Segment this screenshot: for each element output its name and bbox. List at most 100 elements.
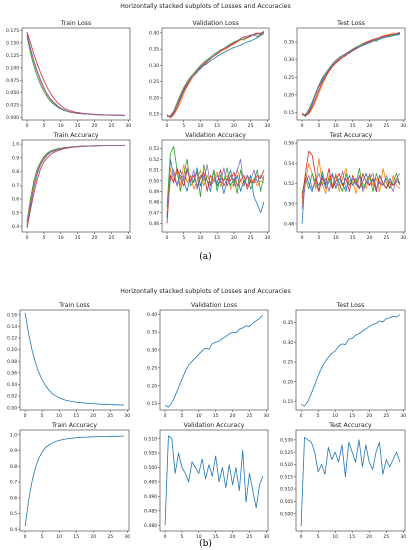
x-tick-label: 10 xyxy=(198,235,204,241)
y-tick-label: 0.25 xyxy=(147,365,157,371)
x-tick-label: 25 xyxy=(384,235,390,241)
y-tick-label: 0.150 xyxy=(6,41,19,47)
y-tick-label: 0.49 xyxy=(149,189,159,195)
y-tick-label: 0.47 xyxy=(149,210,159,216)
series-line xyxy=(26,144,125,228)
x-tick-label: 0 xyxy=(26,235,29,241)
x-tick-label: 5 xyxy=(182,123,185,129)
x-tick-label: 20 xyxy=(367,235,373,241)
x-tick-label: 20 xyxy=(230,534,236,540)
y-tick-label: 0.35 xyxy=(283,320,293,326)
x-tick-label: 30 xyxy=(264,235,270,241)
axes-frame xyxy=(296,27,406,121)
y-tick-label: 0.8 xyxy=(12,169,19,175)
y-tick-label: 0.35 xyxy=(149,47,159,53)
series-line xyxy=(166,30,265,117)
x-tick-label: 0 xyxy=(300,413,303,419)
series-line xyxy=(164,435,264,526)
series-line xyxy=(166,32,265,119)
subplot-title: Train Loss xyxy=(60,20,91,27)
x-tick-label: 30 xyxy=(400,534,406,540)
y-tick-label: 0.025 xyxy=(6,103,19,109)
y-tick-label: 0.30 xyxy=(284,57,294,63)
axes-frame xyxy=(161,139,270,233)
x-tick-label: 5 xyxy=(42,123,45,129)
y-tick-label: 1.0 xyxy=(12,142,19,148)
axes-frame xyxy=(159,309,269,411)
x-tick-label: 5 xyxy=(42,235,45,241)
x-tick-label: 5 xyxy=(317,123,320,129)
y-tick-label: 0.125 xyxy=(6,53,19,59)
x-tick-label: 30 xyxy=(263,534,269,540)
x-tick-label: 20 xyxy=(231,123,237,129)
axes-frame xyxy=(19,429,130,532)
y-tick-label: 0.9 xyxy=(12,155,19,161)
x-tick-label: 25 xyxy=(247,534,253,540)
y-tick-label: 0.000 xyxy=(6,115,19,121)
x-tick-label: 20 xyxy=(92,123,98,129)
x-tick-label: 10 xyxy=(332,413,338,419)
x-tick-label: 10 xyxy=(196,413,202,419)
x-tick-label: 0 xyxy=(164,534,167,540)
series-line xyxy=(24,435,124,527)
y-tick-label: 0.46 xyxy=(149,221,159,227)
y-tick-label: 1.0 xyxy=(10,432,17,438)
y-tick-label: 0.53 xyxy=(149,146,159,152)
x-tick-label: 15 xyxy=(349,413,355,419)
axes-frame xyxy=(295,309,406,411)
x-tick-label: 25 xyxy=(383,534,389,540)
x-tick-label: 10 xyxy=(196,534,202,540)
y-tick-label: 0.25 xyxy=(149,79,159,85)
x-tick-label: 5 xyxy=(180,413,183,419)
x-tick-label: 15 xyxy=(349,534,355,540)
y-tick-label: 0.520 xyxy=(280,462,293,468)
y-tick-label: 0.00 xyxy=(7,405,17,411)
x-tick-label: 25 xyxy=(383,413,389,419)
y-tick-label: 0.505 xyxy=(280,499,293,505)
y-tick-label: 0.40 xyxy=(147,312,157,318)
x-tick-label: 0 xyxy=(301,235,304,241)
x-tick-label: 0 xyxy=(301,123,304,129)
y-tick-label: 0.04 xyxy=(7,382,17,388)
y-tick-label: 0.175 xyxy=(6,28,19,34)
series-line xyxy=(166,158,265,215)
y-tick-label: 0.06 xyxy=(7,370,17,376)
series-line xyxy=(26,144,125,222)
series-line xyxy=(300,314,401,407)
series-line xyxy=(26,144,125,227)
axes-frame xyxy=(296,139,406,233)
y-tick-label: 0.25 xyxy=(283,360,293,366)
x-tick-label: 25 xyxy=(248,235,254,241)
series-line xyxy=(301,31,401,117)
y-tick-label: 0.15 xyxy=(283,399,293,405)
y-tick-label: 0.100 xyxy=(6,65,19,71)
y-tick-label: 0.40 xyxy=(149,30,159,36)
y-tick-label: 0.515 xyxy=(280,474,293,480)
x-tick-label: 0 xyxy=(24,534,27,540)
x-tick-label: 20 xyxy=(92,235,98,241)
subplot-title: Train Accuracy xyxy=(51,422,97,429)
x-tick-label: 5 xyxy=(41,413,44,419)
x-tick-label: 10 xyxy=(56,413,62,419)
x-tick-label: 15 xyxy=(214,235,220,241)
x-tick-label: 25 xyxy=(248,123,254,129)
y-tick-label: 0.14 xyxy=(7,324,17,330)
y-tick-label: 0.510 xyxy=(280,487,293,493)
y-tick-label: 0.48 xyxy=(284,222,294,228)
x-tick-label: 15 xyxy=(213,413,219,419)
figure-b-title: Horizontally stacked subplots of Losses … xyxy=(120,288,290,295)
subplot: Test Accuracy 0 5 10 15 20 25 30 0.48 0.50 0.52 0.5… xyxy=(284,132,406,241)
y-tick-label: 0.20 xyxy=(147,383,157,389)
x-tick-label: 5 xyxy=(317,534,320,540)
y-tick-label: 0.15 xyxy=(147,401,157,407)
x-tick-label: 10 xyxy=(198,123,204,129)
series-line xyxy=(26,144,125,226)
figure-b-caption: (b) xyxy=(199,538,212,549)
x-tick-label: 25 xyxy=(247,413,253,419)
y-tick-label: 0.15 xyxy=(284,110,294,116)
x-tick-label: 20 xyxy=(366,534,372,540)
x-tick-label: 15 xyxy=(73,534,79,540)
subplot-title: Validation Loss xyxy=(192,20,238,27)
subplot-title: Train Accuracy xyxy=(52,132,98,139)
